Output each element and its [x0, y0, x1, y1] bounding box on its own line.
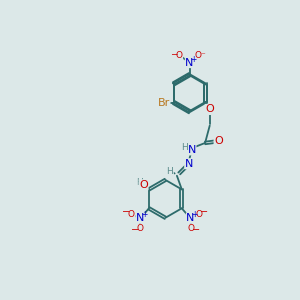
Text: +: +: [191, 210, 198, 219]
Text: −: −: [122, 207, 130, 217]
Text: H: H: [167, 167, 173, 176]
Text: N: N: [188, 145, 196, 155]
Text: O: O: [196, 210, 203, 219]
Text: −: −: [131, 225, 139, 235]
Text: N: N: [136, 213, 144, 223]
Text: O: O: [176, 51, 183, 60]
Text: +: +: [190, 55, 197, 64]
Text: N: N: [185, 58, 194, 68]
Text: N: N: [185, 159, 193, 169]
Text: N: N: [186, 213, 195, 223]
Text: O: O: [214, 136, 223, 146]
Text: O: O: [137, 224, 144, 233]
Text: −: −: [200, 207, 208, 217]
Text: +: +: [141, 210, 148, 219]
Text: O⁻: O⁻: [194, 51, 206, 60]
Text: −: −: [170, 49, 178, 58]
Text: H: H: [136, 178, 142, 188]
Text: Br: Br: [158, 98, 170, 108]
Text: O: O: [128, 210, 135, 219]
Text: O: O: [187, 224, 194, 233]
Text: O: O: [139, 180, 148, 190]
Text: −: −: [192, 225, 200, 235]
Text: O: O: [205, 104, 214, 115]
Text: H: H: [182, 142, 188, 152]
